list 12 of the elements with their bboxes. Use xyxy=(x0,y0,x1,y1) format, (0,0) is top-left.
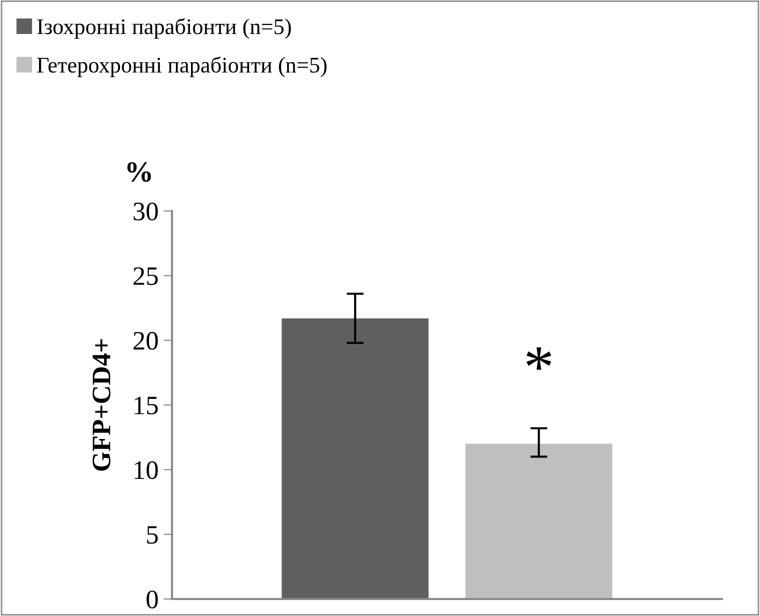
legend-label: Гетерохронні парабіонти (n=5) xyxy=(37,56,327,78)
y-axis-title: GFP+CD4+ xyxy=(92,339,110,471)
annotation: * xyxy=(526,347,552,370)
y-tick-label: 10 xyxy=(134,461,158,480)
y-tick-label: 30 xyxy=(134,202,158,220)
y-tick-label: 15 xyxy=(134,396,158,414)
y-tick-label: 25 xyxy=(134,267,158,286)
y-tick-label: 5 xyxy=(147,526,158,544)
y-tick-label: 20 xyxy=(134,332,158,350)
legend-label: Ізохронні парабіонти (n=5) xyxy=(37,18,291,39)
text: % xyxy=(127,162,151,182)
y-tick-label: 0 xyxy=(146,590,158,608)
